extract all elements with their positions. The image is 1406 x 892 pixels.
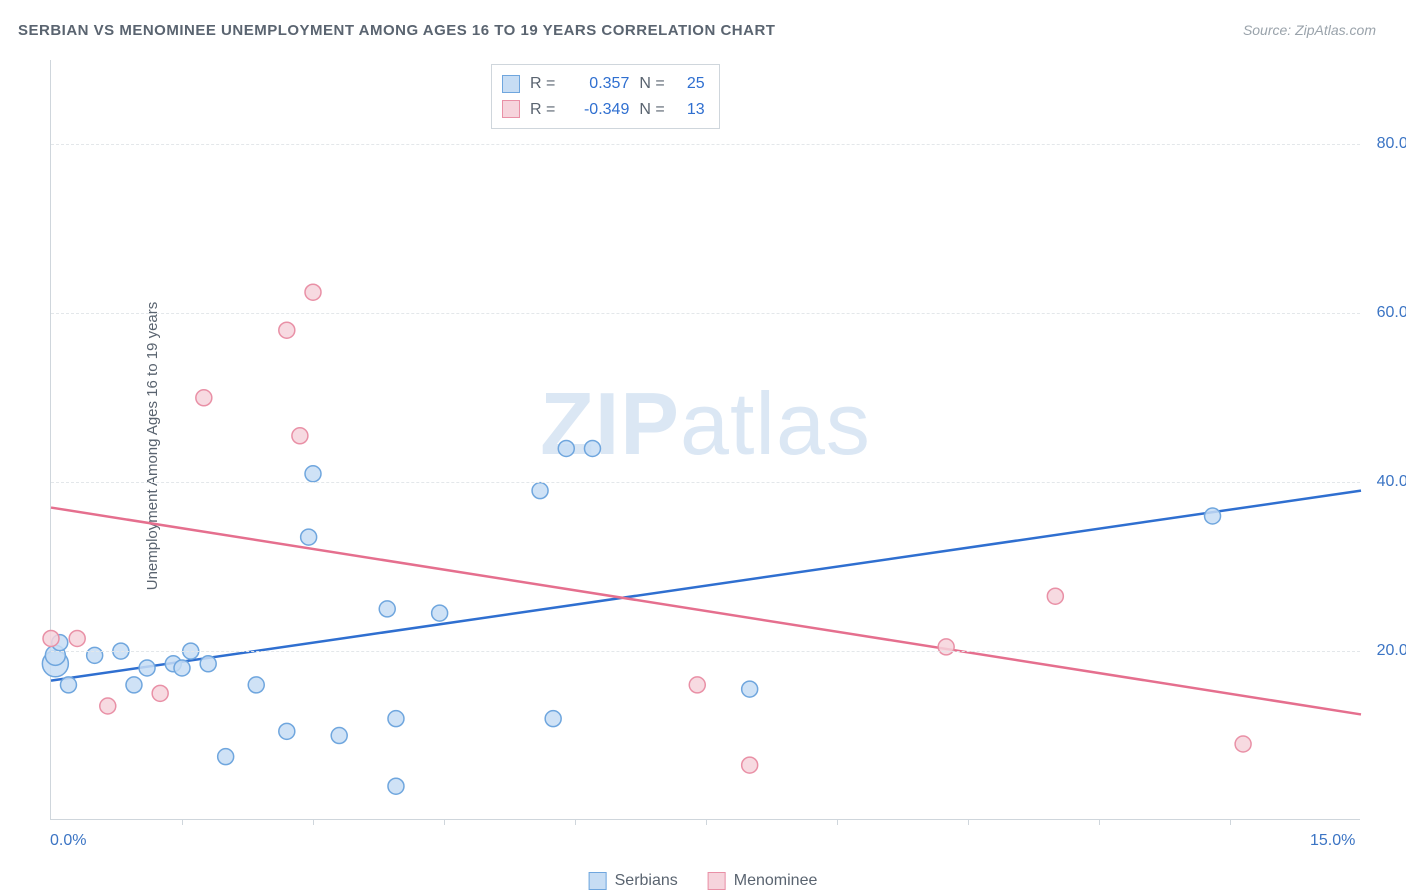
legend-item-menominee: Menominee (708, 872, 818, 890)
stats-row-serbians: R = 0.357 N = 25 (502, 71, 705, 97)
n-value-serbians: 25 (675, 71, 705, 97)
data-point (532, 483, 548, 499)
data-point (558, 440, 574, 456)
data-point (196, 390, 212, 406)
data-point (331, 728, 347, 744)
gridline (51, 482, 1360, 483)
chart-title: SERBIAN VS MENOMINEE UNEMPLOYMENT AMONG … (18, 22, 775, 39)
data-point (100, 698, 116, 714)
x-axis-min-label: 0.0% (50, 832, 86, 850)
data-point (200, 656, 216, 672)
data-point (305, 466, 321, 482)
source-attribution: Source: ZipAtlas.com (1243, 22, 1376, 38)
data-point (248, 677, 264, 693)
data-point (126, 677, 142, 693)
data-point (43, 630, 59, 646)
data-point (1235, 736, 1251, 752)
data-point (292, 428, 308, 444)
chart-svg (51, 60, 1360, 819)
stats-box: R = 0.357 N = 25 R = -0.349 N = 13 (491, 64, 720, 129)
r-value-menominee: -0.349 (565, 97, 629, 123)
data-point (279, 322, 295, 338)
data-point (545, 711, 561, 727)
y-axis-tick-label: 20.0% (1377, 642, 1406, 660)
x-axis-tick (1099, 819, 1100, 825)
x-axis-tick (1230, 819, 1231, 825)
r-value-serbians: 0.357 (565, 71, 629, 97)
gridline (51, 313, 1360, 314)
data-point (742, 681, 758, 697)
data-point (388, 778, 404, 794)
r-label: R = (530, 71, 555, 97)
x-axis-tick (837, 819, 838, 825)
data-point (301, 529, 317, 545)
data-point (379, 601, 395, 617)
trend-line (51, 508, 1361, 715)
data-point (388, 711, 404, 727)
n-label: N = (639, 71, 664, 97)
y-axis-tick-label: 60.0% (1377, 304, 1406, 322)
trend-line (51, 491, 1361, 681)
legend-swatch-serbians (589, 872, 607, 890)
data-point (87, 647, 103, 663)
n-label: N = (639, 97, 664, 123)
legend-swatch-menominee (708, 872, 726, 890)
data-point (152, 685, 168, 701)
r-label: R = (530, 97, 555, 123)
x-axis-tick (575, 819, 576, 825)
data-point (60, 677, 76, 693)
data-point (689, 677, 705, 693)
data-point (218, 749, 234, 765)
x-axis-tick (968, 819, 969, 825)
legend-item-serbians: Serbians (589, 872, 678, 890)
legend-label-menominee: Menominee (734, 872, 818, 890)
gridline (51, 144, 1360, 145)
data-point (1205, 508, 1221, 524)
x-axis-tick (706, 819, 707, 825)
x-axis-tick (182, 819, 183, 825)
x-axis-tick (444, 819, 445, 825)
y-axis-tick-label: 40.0% (1377, 473, 1406, 491)
swatch-menominee (502, 100, 520, 118)
gridline (51, 651, 1360, 652)
data-point (174, 660, 190, 676)
stats-row-menominee: R = -0.349 N = 13 (502, 97, 705, 123)
x-axis-max-label: 15.0% (1310, 832, 1355, 850)
x-axis-tick (313, 819, 314, 825)
plot-area: ZIPatlas R = 0.357 N = 25 R = -0.349 N =… (50, 60, 1360, 820)
data-point (432, 605, 448, 621)
y-axis-tick-label: 80.0% (1377, 135, 1406, 153)
data-point (938, 639, 954, 655)
data-point (69, 630, 85, 646)
data-point (1047, 588, 1063, 604)
swatch-serbians (502, 75, 520, 93)
data-point (139, 660, 155, 676)
data-point (305, 284, 321, 300)
data-point (584, 440, 600, 456)
legend-label-serbians: Serbians (615, 872, 678, 890)
data-point (279, 723, 295, 739)
n-value-menominee: 13 (675, 97, 705, 123)
data-point (742, 757, 758, 773)
bottom-legend: Serbians Menominee (589, 872, 818, 890)
